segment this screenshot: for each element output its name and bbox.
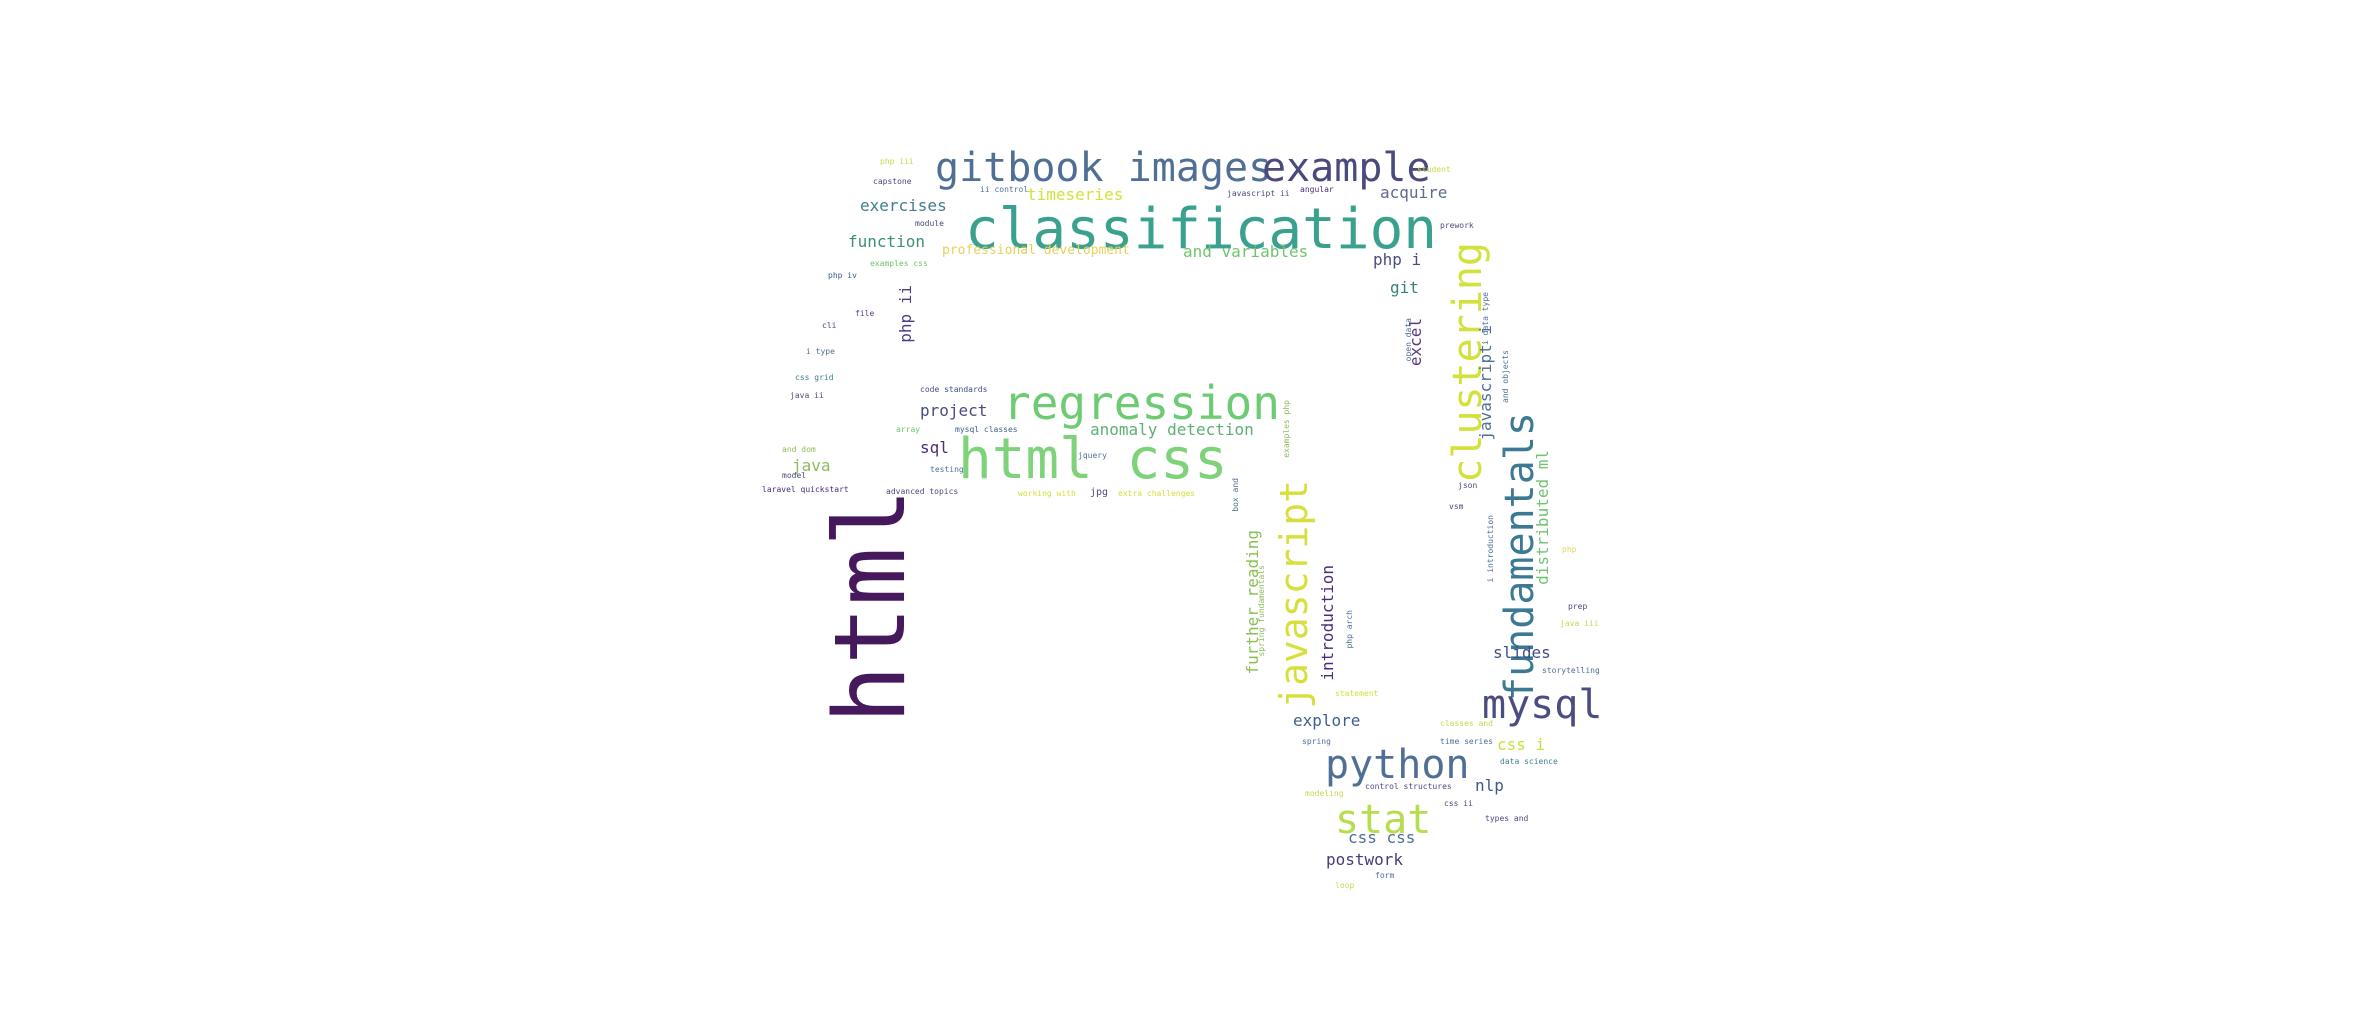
- cloud-word: java iii: [1560, 619, 1599, 628]
- cloud-word: javascript ii: [1227, 189, 1290, 198]
- cloud-word: mysql: [1482, 682, 1603, 728]
- cloud-word: storytelling: [1542, 666, 1600, 675]
- cloud-word: anomaly detection: [1090, 420, 1254, 439]
- cloud-word: examples php: [1282, 400, 1291, 458]
- cloud-word: json: [1458, 481, 1478, 490]
- cloud-word: classification: [965, 197, 1438, 262]
- cloud-word: spring fundamentals: [1257, 565, 1266, 657]
- cloud-word: time series: [1440, 737, 1493, 746]
- cloud-word: acquire: [1380, 183, 1448, 202]
- cloud-word: postwork: [1326, 850, 1404, 869]
- cloud-word: modeling: [1305, 789, 1344, 798]
- cloud-word: spring: [1302, 737, 1331, 746]
- cloud-word: advanced topics: [886, 487, 959, 496]
- cloud-word: css grid: [795, 373, 834, 382]
- cloud-word: jquery: [1078, 451, 1107, 460]
- cloud-word: python: [1325, 742, 1470, 788]
- cloud-word: html: [814, 488, 928, 725]
- cloud-word: code standards: [920, 385, 988, 394]
- cloud-word: prework: [1440, 221, 1474, 230]
- cloud-word: and dom: [782, 445, 816, 454]
- cloud-word: nlp: [1475, 776, 1504, 795]
- cloud-word: ii control: [980, 185, 1029, 194]
- cloud-word: java: [792, 456, 831, 475]
- cloud-word: and objects: [1501, 350, 1510, 403]
- cloud-word: working with: [1018, 489, 1076, 498]
- cloud-word: loop: [1335, 881, 1355, 890]
- cloud-word: box and: [1231, 478, 1240, 512]
- cloud-word: testing: [930, 465, 964, 474]
- cloud-word: project: [920, 401, 988, 420]
- cloud-word: html css: [958, 427, 1228, 492]
- cloud-word: open data: [1404, 318, 1413, 362]
- cloud-word: jpg: [1090, 487, 1109, 498]
- cloud-word: classes and: [1440, 719, 1493, 728]
- cloud-word: function: [848, 232, 926, 251]
- cloud-word: php arch: [1345, 610, 1354, 649]
- cloud-word: control structures: [1365, 782, 1452, 791]
- cloud-word: prep: [1568, 602, 1588, 611]
- cloud-word: css i: [1497, 735, 1546, 754]
- cloud-word: php ii: [896, 285, 915, 343]
- cloud-word: stat: [1335, 797, 1432, 843]
- cloud-word: laravel quickstart: [762, 485, 849, 494]
- cloud-word: git: [1390, 278, 1419, 297]
- cloud-word: css css: [1348, 828, 1416, 847]
- cloud-word: exercises: [860, 196, 947, 215]
- cloud-word: student: [1417, 165, 1451, 174]
- cloud-word: explore: [1293, 711, 1361, 730]
- cloud-word: regression: [1003, 376, 1280, 430]
- cloud-word: array: [896, 425, 921, 434]
- cloud-word: angular: [1300, 185, 1334, 194]
- cloud-word: mysql classes: [955, 425, 1018, 434]
- cloud-word: capstone: [873, 177, 912, 186]
- cloud-word: and variables: [1183, 242, 1309, 261]
- cloud-word: professional development: [942, 243, 1130, 258]
- cloud-word: slides: [1493, 643, 1551, 662]
- cloud-word: distributed ml: [1533, 450, 1552, 585]
- cloud-word: gitbook images: [935, 145, 1273, 191]
- cloud-word: javascript: [1272, 480, 1316, 709]
- cloud-word: php i: [1373, 250, 1422, 269]
- cloud-word: form: [1375, 871, 1395, 880]
- cloud-word: file: [855, 309, 875, 318]
- cloud-word: model: [782, 471, 807, 480]
- cloud-word: i data type: [1481, 292, 1490, 345]
- cloud-word: php iii: [880, 157, 914, 166]
- cloud-word: data science: [1500, 757, 1558, 766]
- cloud-word: i type: [806, 347, 835, 356]
- cloud-word: vsm: [1449, 502, 1464, 511]
- cloud-word: i introduction: [1486, 515, 1495, 583]
- cloud-word: statement: [1335, 689, 1379, 698]
- cloud-word: introduction: [1318, 565, 1337, 681]
- cloud-word: example: [1262, 145, 1431, 191]
- cloud-word: php: [1562, 545, 1577, 554]
- cloud-word: types and: [1485, 814, 1529, 823]
- cloud-word: css ii: [1444, 799, 1473, 808]
- cloud-word: cli: [822, 321, 837, 330]
- cloud-word: module: [915, 219, 944, 228]
- cloud-word: sql: [920, 438, 949, 457]
- cloud-word: java ii: [790, 391, 824, 400]
- cloud-word: php iv: [828, 271, 857, 280]
- cloud-word: timeseries: [1027, 185, 1124, 204]
- cloud-word: extra challenges: [1118, 489, 1196, 498]
- cloud-word: examples css: [870, 259, 928, 268]
